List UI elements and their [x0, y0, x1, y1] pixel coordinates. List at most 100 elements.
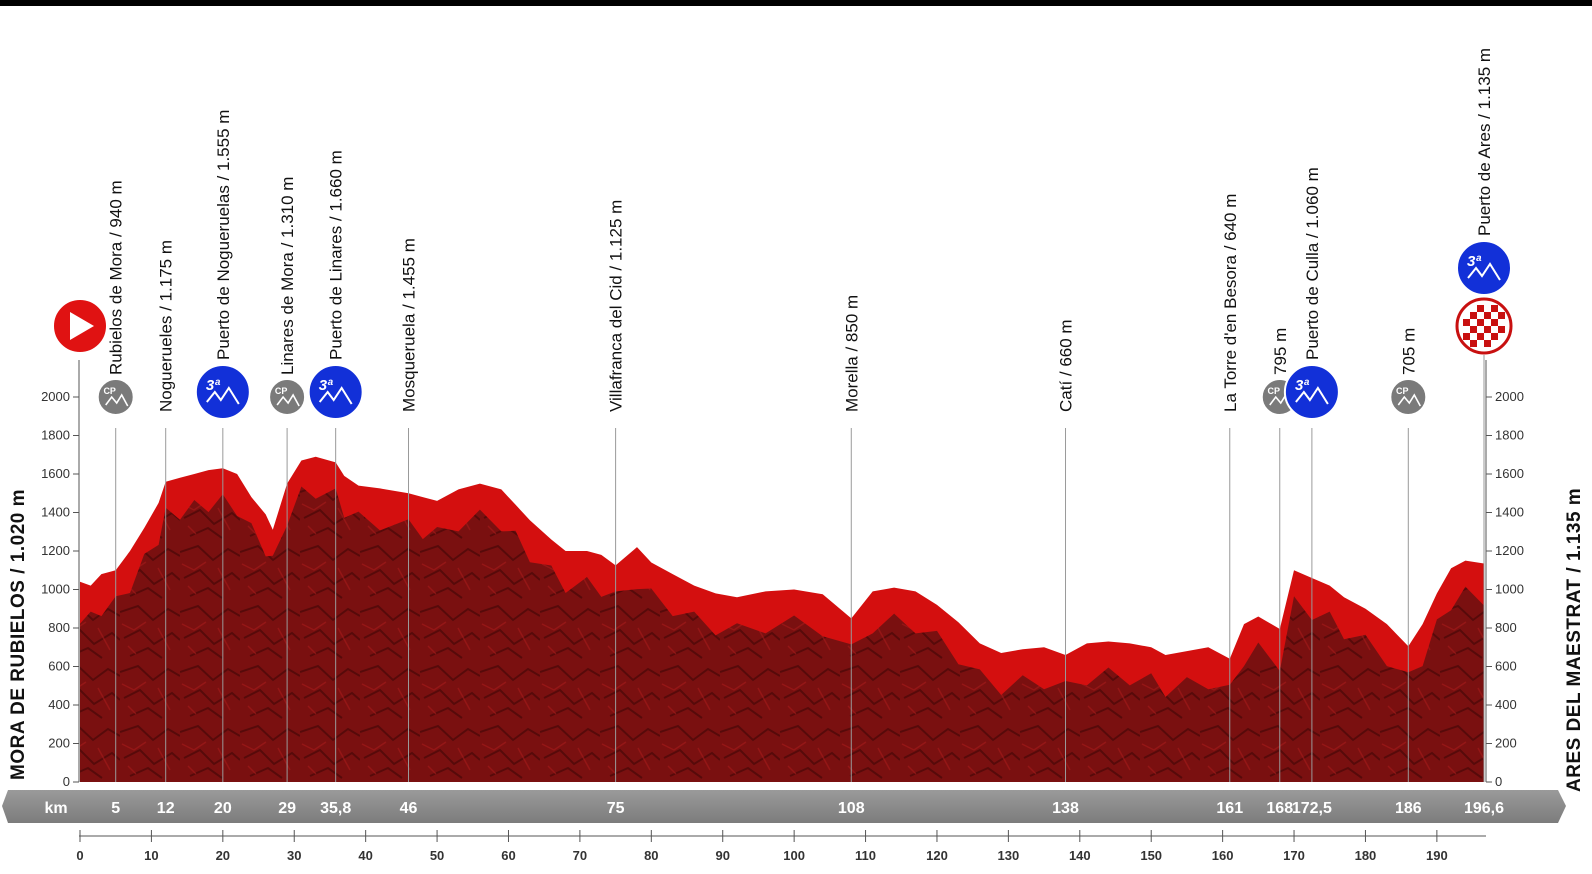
mountain-glyph-icon — [276, 393, 300, 407]
route-point-label: Villafranca del Cid / 1.125 m — [607, 200, 626, 412]
route-point-label: Rubielos de Mora / 940 m — [107, 180, 126, 375]
profile-area-texture — [80, 486, 1484, 782]
finish-flag-square — [1477, 305, 1484, 312]
finish-location-label: ARES DEL MAESTRAT / 1.135 m — [1564, 488, 1585, 792]
left-tick-label: 1000 — [41, 582, 70, 597]
bottom-tick-label: 140 — [1069, 848, 1091, 863]
bottom-tick-label: 50 — [430, 848, 444, 863]
route-point-label: Puerto de Linares / 1.660 m — [327, 150, 346, 360]
climb-category-badge-icon — [307, 364, 364, 420]
mountain-glyph-icon — [1295, 386, 1329, 405]
route-point-7: Villafranca del Cid / 1.125 m — [607, 200, 626, 782]
climb-category-text: 3ª — [1467, 253, 1481, 270]
left-tick-label: 1400 — [41, 505, 70, 520]
climb-category-badge-icon — [1283, 364, 1340, 420]
route-point-9: Catí / 660 m — [1057, 319, 1076, 782]
route-point-2: Noguerueles / 1.175 m — [157, 240, 176, 782]
route-point-label: Puerto de Nogueruelas / 1.555 m — [214, 110, 233, 360]
km-band-value: 172,5 — [1292, 800, 1332, 817]
finish-flag-square — [1470, 326, 1477, 333]
route-point-label: Puerto de Ares / 1.135 m — [1475, 48, 1494, 236]
right-tick-label: 800 — [1495, 620, 1517, 635]
bottom-tick-label: 70 — [573, 848, 587, 863]
right-tick-label: 1200 — [1495, 543, 1524, 558]
km-band-value: 108 — [838, 800, 865, 817]
route-point-12: 3ª Puerto de Culla / 1.060 m — [1283, 167, 1340, 782]
route-point-label: 705 m — [1399, 328, 1418, 375]
sprint-badge-icon — [96, 378, 135, 416]
route-point-label: La Torre d'en Besora / 640 m — [1221, 194, 1240, 412]
climb-category-badge-icon — [1456, 240, 1512, 296]
finish-flag-square — [1484, 326, 1491, 333]
route-point-1: CP Rubielos de Mora / 940 m — [96, 180, 135, 782]
climb-category-text: 3ª — [1295, 377, 1309, 394]
start-location-label: MORA DE RUBIELOS / 1.020 m — [8, 489, 29, 780]
finish-flag-square — [1477, 333, 1484, 340]
mountain-glyph-icon — [318, 386, 353, 405]
finish-flag-square — [1491, 333, 1498, 340]
bottom-tick-label: 180 — [1355, 848, 1377, 863]
bottom-tick-label: 30 — [287, 848, 301, 863]
km-band-value: 12 — [157, 800, 175, 817]
km-band-value: 5 — [111, 800, 120, 817]
bottom-tick-label: 120 — [926, 848, 948, 863]
finish-flag-square — [1463, 319, 1470, 326]
bottom-tick-label: 40 — [358, 848, 372, 863]
mountain-glyph-icon — [206, 386, 240, 405]
start-marker — [52, 298, 108, 354]
route-points-layer: CP Rubielos de Mora / 940 m Noguerueles / … — [52, 48, 1513, 782]
route-point-label: Morella / 850 m — [842, 295, 861, 412]
km-band-value: 186 — [1395, 800, 1422, 817]
bottom-tick-label: 190 — [1426, 848, 1448, 863]
km-band-value: 138 — [1052, 800, 1079, 817]
route-point-label: Catí / 660 m — [1057, 319, 1076, 412]
km-band-value: 35,8 — [320, 800, 351, 817]
route-point-10: La Torre d'en Besora / 640 m — [1221, 194, 1240, 782]
finish-flag-square — [1470, 312, 1477, 319]
sprint-badge-icon — [1389, 378, 1428, 416]
finish-flag-square — [1498, 312, 1505, 319]
climb-category-text: 3ª — [319, 377, 333, 394]
km-band-value: 75 — [607, 800, 625, 817]
bottom-tick-label: 90 — [715, 848, 729, 863]
route-point-6: Mosqueruela / 1.455 m — [400, 238, 419, 782]
left-tick-label: 1200 — [41, 543, 70, 558]
right-tick-label: 1800 — [1495, 428, 1524, 443]
finish-flag-square — [1463, 333, 1470, 340]
left-tick-label: 2000 — [41, 389, 70, 404]
km-band-value: 161 — [1216, 800, 1243, 817]
km-band-value: 46 — [400, 800, 418, 817]
route-point-label: 795 m — [1271, 328, 1290, 375]
finish-flag-square — [1470, 340, 1477, 347]
left-tick-label: 1800 — [41, 428, 70, 443]
bottom-km-axis: 0 10 20 30 40 50 60 70 80 90 100 110 120 130 140 150 160… — [76, 830, 1486, 863]
bottom-tick-label: 150 — [1140, 848, 1162, 863]
climb-category-badge-icon — [194, 364, 251, 420]
km-band-value: 168 — [1266, 800, 1293, 817]
right-tick-label: 1000 — [1495, 582, 1524, 597]
bottom-tick-label: 160 — [1212, 848, 1234, 863]
bottom-tick-label: 130 — [998, 848, 1020, 863]
mountain-glyph-icon — [1467, 262, 1501, 281]
bottom-tick-label: 20 — [216, 848, 230, 863]
finish-flag-square — [1491, 319, 1498, 326]
left-tick-label: 800 — [48, 620, 70, 635]
route-point-4: CP Linares de Mora / 1.310 m — [268, 177, 307, 782]
right-tick-label: 2000 — [1495, 389, 1524, 404]
sprint-badge-text: CP — [1267, 386, 1280, 396]
bottom-tick-label: 10 — [144, 848, 158, 863]
mountain-glyph-icon — [1397, 393, 1422, 407]
finish-flag-square — [1484, 340, 1491, 347]
left-tick-label: 600 — [48, 659, 70, 674]
right-tick-label: 400 — [1495, 697, 1517, 712]
bottom-tick-label: 110 — [855, 848, 876, 863]
right-tick-label: 600 — [1495, 659, 1517, 674]
km-band-value: 29 — [278, 800, 296, 817]
route-point-5: 3ª Puerto de Linares / 1.660 m — [307, 150, 364, 782]
finish-flag-square — [1498, 326, 1505, 333]
route-point-13: CP 705 m — [1389, 328, 1428, 782]
left-altitude-axis: 0 200 400 600 800 1000 1200 1400 1600 1800 2000 — [41, 360, 80, 789]
bottom-tick-label: 100 — [783, 848, 805, 863]
